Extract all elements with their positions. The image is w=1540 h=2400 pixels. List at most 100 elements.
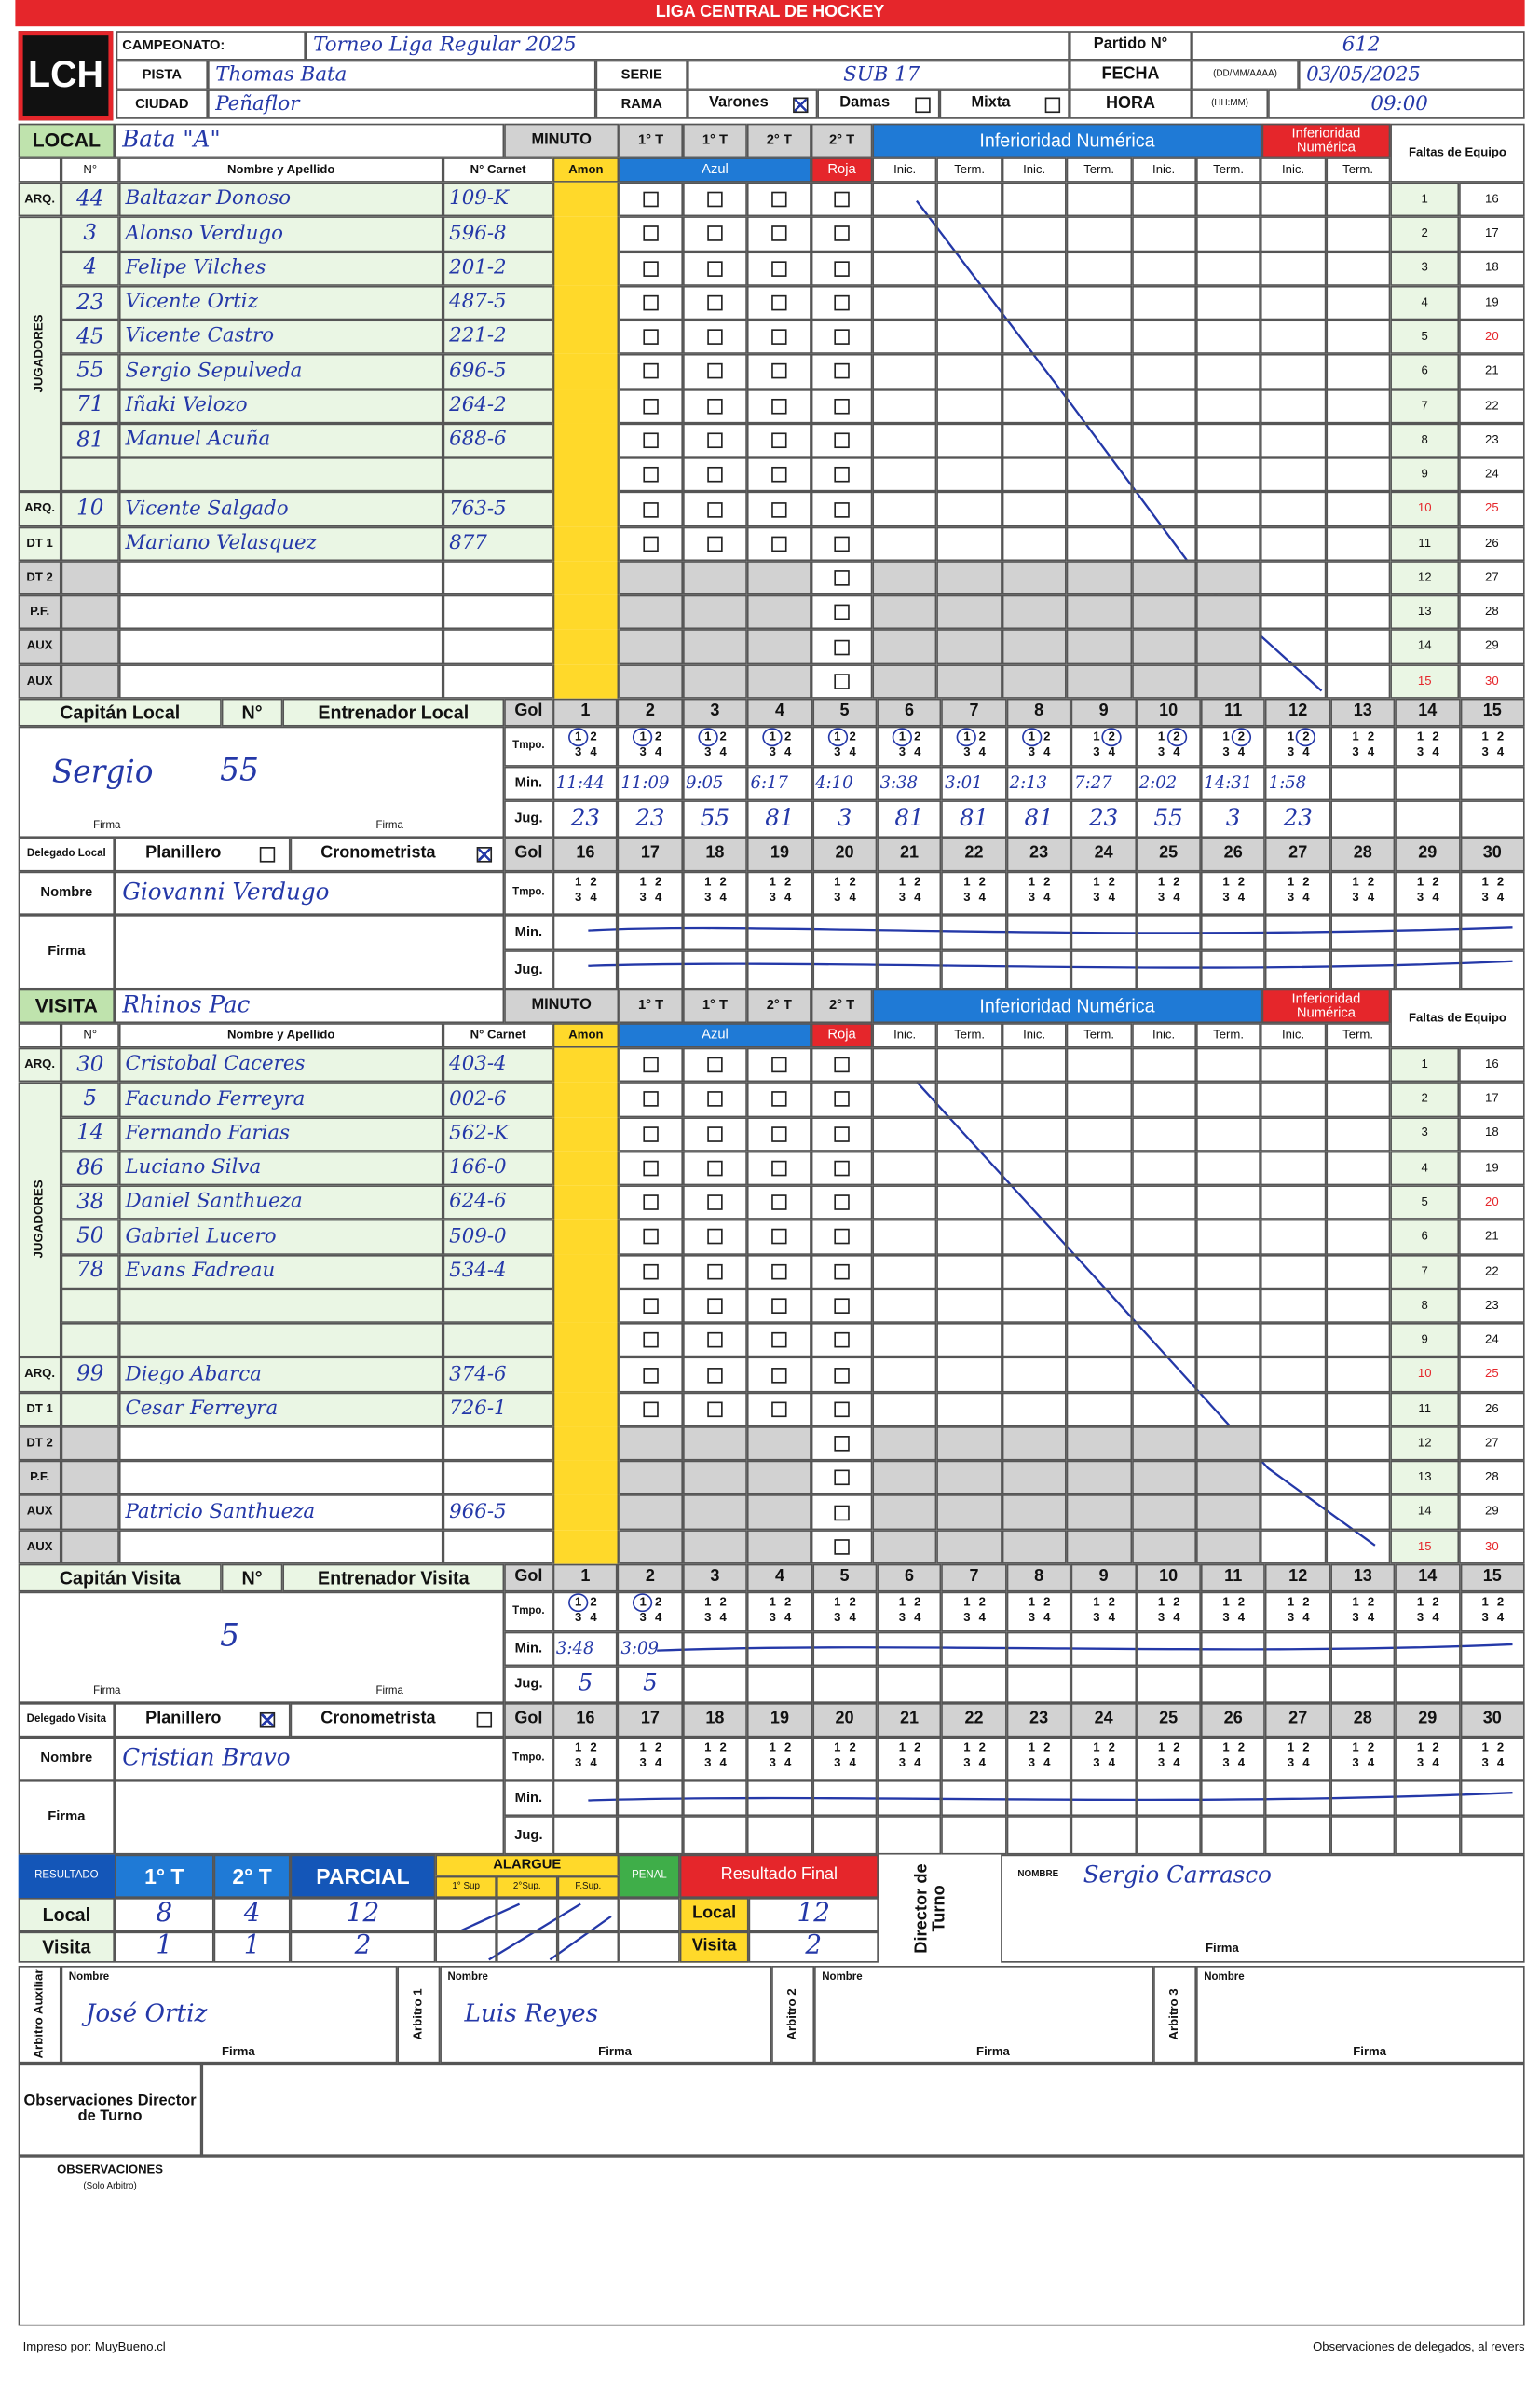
period-digit: 3 xyxy=(1481,1755,1489,1769)
inferiority-cell xyxy=(872,663,937,699)
goal-cell xyxy=(1330,1737,1396,1780)
column-header: Roja xyxy=(811,157,873,183)
inferiority-cell xyxy=(1261,216,1326,252)
goal-number: 14 xyxy=(1395,698,1461,727)
period-cell xyxy=(683,423,747,458)
player-number: 5 xyxy=(83,1086,98,1111)
period-digit: 4 xyxy=(849,890,856,905)
team-foul: 22 xyxy=(1459,1254,1525,1289)
period-digit: 3 xyxy=(639,1610,647,1625)
goal-cell xyxy=(1460,800,1525,839)
inferiority-cell xyxy=(1002,1254,1067,1289)
goal-cell xyxy=(1200,871,1266,916)
goal-cell xyxy=(618,950,683,989)
period-cell xyxy=(811,1289,873,1324)
goal-cell xyxy=(1460,1737,1525,1780)
team-foul: 22 xyxy=(1459,389,1525,424)
period-digit: 4 xyxy=(1367,890,1375,905)
period-digit: 3 xyxy=(834,1610,841,1625)
period-digit: 2 xyxy=(1496,874,1505,889)
goal-cell xyxy=(1136,1666,1201,1703)
period-digit: 2 xyxy=(914,729,921,743)
team-foul: 28 xyxy=(1459,594,1525,630)
result-value: 2 xyxy=(290,1931,436,1963)
period-cell xyxy=(746,1047,811,1083)
inferiority-cell xyxy=(1002,1116,1067,1152)
period-digit: 3 xyxy=(1222,1610,1230,1625)
role-label: AUX xyxy=(18,663,61,699)
goal-minute: 14:31 xyxy=(1204,772,1253,794)
period-cell xyxy=(683,1323,747,1358)
period-digit: 3 xyxy=(1481,890,1489,905)
goal-cell xyxy=(1265,1631,1330,1667)
period-digit: 1 xyxy=(1287,874,1295,889)
goal-cell xyxy=(1330,950,1396,989)
player-card: 624-6 xyxy=(449,1190,507,1214)
card-checkbox xyxy=(834,605,850,620)
inferiority-cell xyxy=(1066,285,1132,320)
goal-cell xyxy=(747,1666,812,1703)
team-foul: 13 xyxy=(1390,594,1460,630)
goal-number: 9 xyxy=(1070,1563,1137,1592)
inferiority-cell xyxy=(936,285,1002,320)
period-cell xyxy=(619,1460,684,1495)
referee-box xyxy=(814,1965,1154,2064)
branch-label: Mixta xyxy=(971,94,1011,112)
team-foul: 14 xyxy=(1390,1494,1460,1530)
team-foul: 25 xyxy=(1459,492,1525,527)
inferiority-cell xyxy=(1261,1082,1326,1117)
card-cell xyxy=(443,1460,553,1495)
inferiority-cell xyxy=(1261,1460,1326,1495)
card-cell xyxy=(443,629,553,664)
inferiority-cell xyxy=(1131,526,1196,562)
inferiority-cell xyxy=(1195,216,1261,252)
goal-cell xyxy=(1136,800,1201,839)
overtime-period: 2°Sup. xyxy=(496,1875,558,1899)
card-checkbox xyxy=(834,1470,850,1486)
period-digit: 3 xyxy=(1093,1755,1100,1769)
period-digit: 3 xyxy=(1222,744,1230,759)
card-checkbox xyxy=(707,1194,723,1211)
card-checkbox xyxy=(834,1057,850,1073)
period-digit: 3 xyxy=(704,1610,712,1625)
inferiority-cell xyxy=(1131,1392,1196,1426)
period-digit: 3 xyxy=(1157,1755,1165,1769)
goal-number: 24 xyxy=(1070,838,1137,872)
goal-cell xyxy=(1330,1666,1396,1703)
player-name: Luciano Silva xyxy=(125,1155,262,1180)
period-digit: 1 xyxy=(1157,729,1165,743)
period-digit: 1 xyxy=(704,1739,712,1754)
role-label: DT 2 xyxy=(18,561,61,595)
goal-minute: 9:05 xyxy=(685,772,724,794)
goal-number: 15 xyxy=(1460,698,1525,727)
goal-cell xyxy=(941,1591,1007,1632)
inferiority-cell xyxy=(1131,1151,1196,1186)
goal-cell xyxy=(1006,800,1071,839)
inferiority-cell xyxy=(1002,526,1067,562)
period-cell xyxy=(746,1116,811,1152)
inferiority-cell xyxy=(936,216,1002,252)
goal-cell xyxy=(877,915,942,951)
period-digit: 3 xyxy=(1481,1610,1489,1625)
team-name: Bata "A" xyxy=(114,123,505,158)
period-cell xyxy=(746,1082,811,1117)
inferiority-cell xyxy=(872,1494,937,1530)
team-foul: 10 xyxy=(1390,492,1460,527)
period-digit: 3 xyxy=(898,744,906,759)
goal-cell xyxy=(877,871,942,916)
number-cell xyxy=(61,1047,119,1083)
branch-cell xyxy=(817,89,940,119)
goal-minute: 2:02 xyxy=(1138,772,1178,794)
period-cell xyxy=(811,320,873,355)
period-digit: 4 xyxy=(1496,1755,1505,1769)
inferiority-cell xyxy=(1325,1289,1391,1324)
goal-cell xyxy=(682,915,748,951)
inferiority-cell xyxy=(1131,492,1196,527)
goal-cell xyxy=(941,766,1007,801)
inferiority-cell xyxy=(1066,1357,1132,1393)
result-value: 4 xyxy=(213,1898,291,1932)
goal-number: 29 xyxy=(1395,1702,1461,1738)
card-checkbox xyxy=(707,191,723,208)
goal-cell xyxy=(682,726,748,767)
team-foul: 11 xyxy=(1390,1392,1460,1426)
